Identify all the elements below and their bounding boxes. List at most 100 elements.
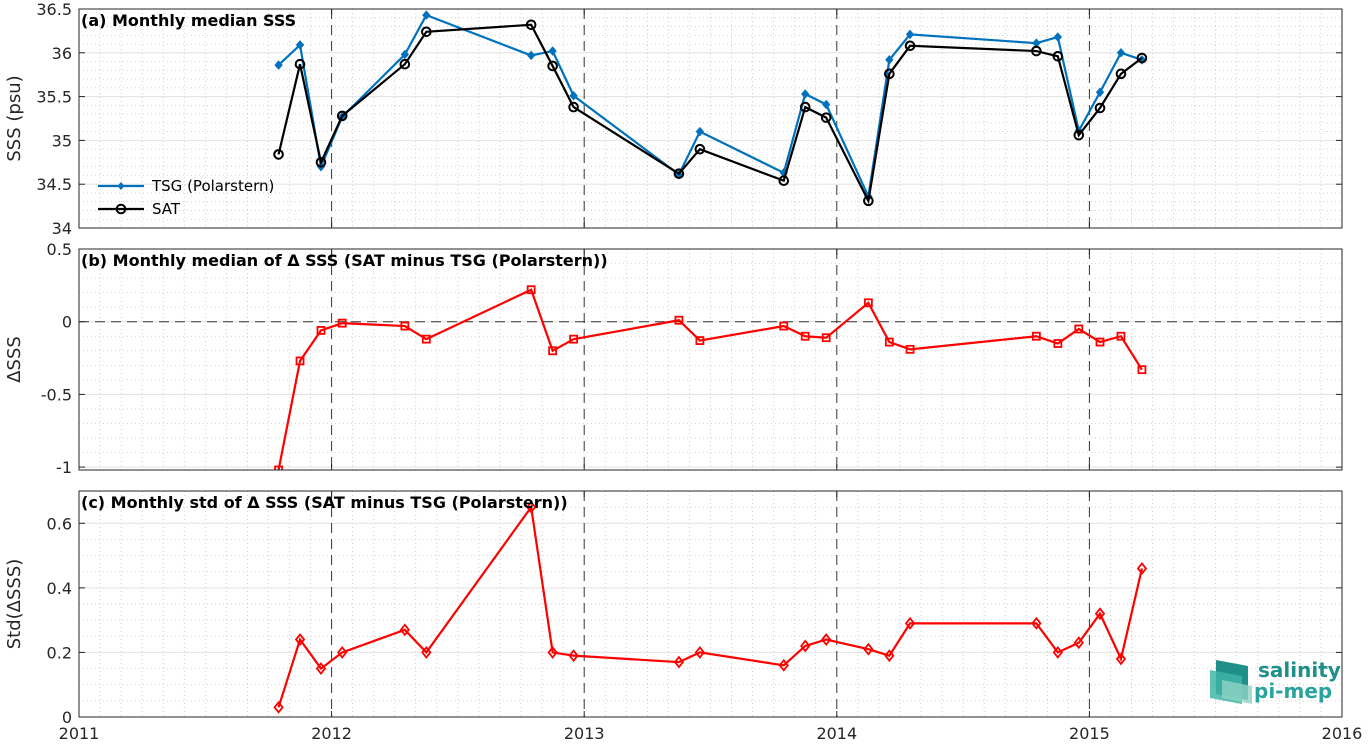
legend-marker xyxy=(117,182,125,190)
data-point xyxy=(547,60,558,72)
data-point xyxy=(547,645,558,659)
data-point xyxy=(822,99,831,110)
y-tick-label: 34.5 xyxy=(36,175,72,194)
data-point xyxy=(525,19,537,31)
data-point xyxy=(801,89,810,99)
data-point xyxy=(1074,324,1084,334)
data-point xyxy=(568,649,579,663)
data-point xyxy=(1031,45,1042,57)
data-point xyxy=(421,645,432,659)
legend: TSG (Polarstern) SAT xyxy=(98,177,274,218)
data-point xyxy=(568,101,579,113)
x-tick-label: 2011 xyxy=(59,724,100,743)
data-point xyxy=(1137,365,1147,375)
y-tick-label: -1 xyxy=(56,458,72,477)
legend-label: SAT xyxy=(152,200,181,218)
data-point xyxy=(1053,339,1063,348)
data-point xyxy=(778,658,789,672)
data-point xyxy=(905,344,915,354)
data-point xyxy=(274,60,283,70)
y-tick-label: 0.6 xyxy=(47,514,72,533)
data-point xyxy=(526,285,536,295)
data-point xyxy=(294,58,306,70)
x-tick-label: 2014 xyxy=(816,724,857,743)
series-sat xyxy=(273,19,1148,207)
data-point xyxy=(885,55,894,65)
data-point xyxy=(821,333,831,343)
y-axis-label: Std(ΔSSS) xyxy=(4,559,25,650)
y-axis-label: SSS (psu) xyxy=(4,75,25,161)
y-tick-label: 36 xyxy=(52,44,72,63)
data-point xyxy=(337,318,347,328)
data-point xyxy=(1115,68,1127,80)
legend-label: TSG (Polarstern) xyxy=(151,177,274,195)
data-point xyxy=(1136,52,1148,64)
panel-title: (c) Monthly std of Δ SSS (SAT minus TSG … xyxy=(81,493,568,512)
data-point xyxy=(673,655,685,669)
data-point xyxy=(695,336,705,345)
data-point xyxy=(1094,102,1106,114)
data-point xyxy=(1031,616,1042,630)
plot-area xyxy=(79,249,1342,470)
data-point xyxy=(694,143,706,155)
legend-marker xyxy=(115,203,127,215)
data-point xyxy=(904,40,916,52)
y-tick-label: 0.4 xyxy=(47,579,72,598)
y-tick-label: 35.5 xyxy=(36,88,72,107)
data-point xyxy=(905,29,915,40)
data-point xyxy=(904,616,916,630)
data-point xyxy=(820,112,832,123)
data-point xyxy=(821,633,832,646)
data-point xyxy=(863,195,874,207)
data-point xyxy=(295,40,305,50)
data-point xyxy=(779,321,789,331)
data-point xyxy=(273,700,284,714)
data-point xyxy=(526,500,537,514)
x-tick-label: 2012 xyxy=(311,724,352,743)
data-point xyxy=(800,331,810,341)
data-point xyxy=(548,346,558,356)
data-point xyxy=(1136,562,1148,575)
y-tick-label: 0 xyxy=(62,313,72,332)
data-point xyxy=(1053,32,1062,42)
data-point xyxy=(1052,51,1064,62)
data-point xyxy=(1116,48,1126,58)
pimep-logo-line1: salinity xyxy=(1258,658,1341,682)
panel-c-std-delta-sss: 0 0.2 0.4 0.6 2011 2012 2013 2014 2015 2016 (c) Mo… xyxy=(4,490,1362,743)
y-tick-label: 0 xyxy=(62,708,72,727)
chart-panels: 34 34.5 35 35.5 36 36.5 (a) Monthly median SSS… xyxy=(4,0,1362,743)
data-point xyxy=(548,46,557,56)
data-point xyxy=(315,157,327,168)
data-point xyxy=(273,149,284,160)
data-point xyxy=(399,58,411,70)
data-point xyxy=(673,168,685,179)
x-tick-label: 2015 xyxy=(1069,724,1110,743)
data-point xyxy=(294,633,306,646)
data-point xyxy=(1031,331,1041,341)
data-point xyxy=(315,662,327,676)
y-tick-label: 0.2 xyxy=(47,643,72,662)
data-point xyxy=(421,26,432,38)
data-point xyxy=(569,90,578,101)
data-point xyxy=(694,645,706,659)
data-point xyxy=(799,101,811,113)
panel-a-monthly-median-sss: 34 34.5 35 35.5 36 36.5 (a) Monthly median SSS… xyxy=(4,0,1343,238)
pimep-logo-icon xyxy=(1210,660,1252,704)
data-point xyxy=(800,639,811,653)
data-point xyxy=(1115,652,1127,666)
data-point xyxy=(884,337,894,347)
data-point xyxy=(674,315,684,325)
data-point xyxy=(1073,636,1084,650)
data-point xyxy=(863,298,873,308)
data-point xyxy=(421,334,431,344)
y-tick-label: 35 xyxy=(52,131,72,150)
data-point xyxy=(778,175,790,186)
series-line xyxy=(277,504,1144,708)
data-point xyxy=(400,321,410,331)
panel-b-median-delta-sss: -1 -0.5 0 0.5 (b) Monthly median of Δ SSS (S… xyxy=(4,240,1343,477)
data-point xyxy=(1095,337,1105,347)
panel-title: (a) Monthly median SSS xyxy=(81,11,296,30)
data-point xyxy=(399,623,411,637)
series-delta-sss xyxy=(273,500,1148,714)
